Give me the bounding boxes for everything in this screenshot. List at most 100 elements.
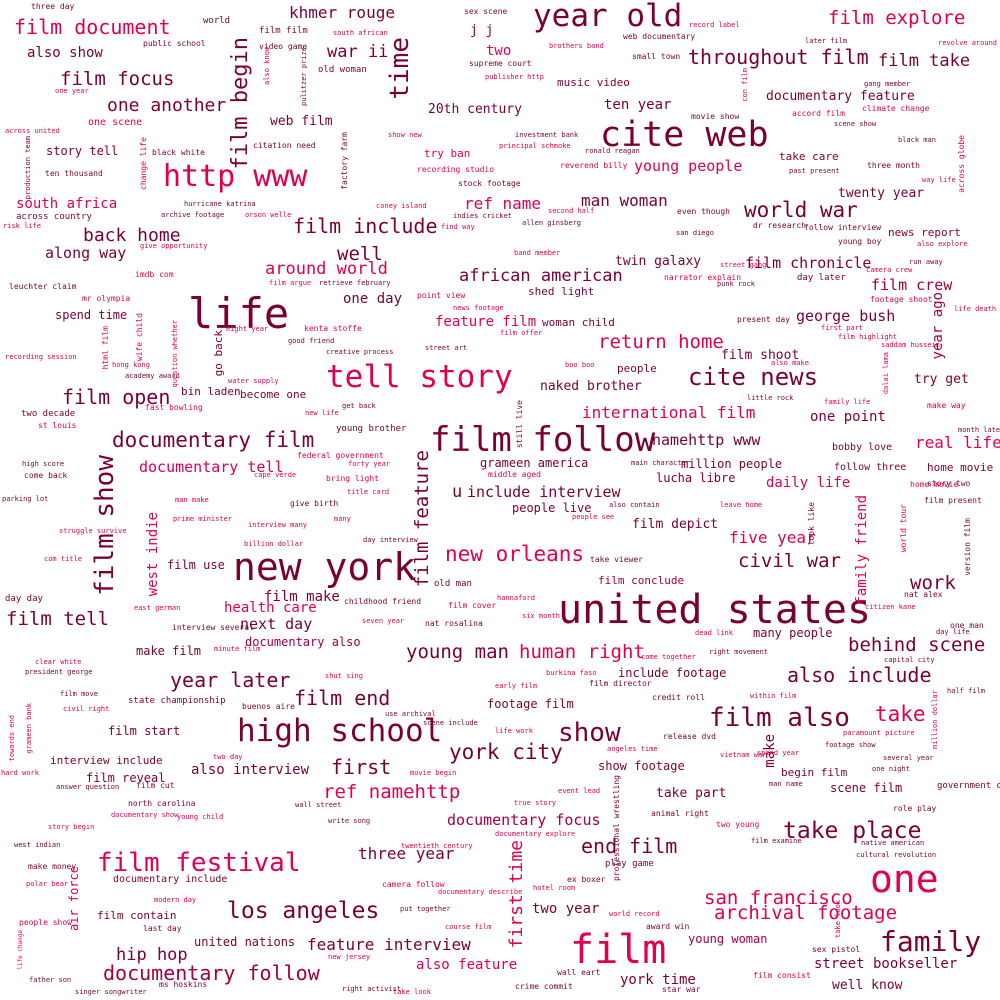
word-try-get: try get xyxy=(914,372,969,387)
small-word: clear white xyxy=(35,658,82,666)
small-word: revolve around xyxy=(938,39,998,47)
small-word: follow three xyxy=(834,462,907,473)
small-word: two decade xyxy=(21,409,76,419)
word-story-tell: story tell xyxy=(46,144,119,158)
word-film-contain: film contain xyxy=(97,909,177,922)
word-street-bookseller: street bookseller xyxy=(814,956,958,972)
small-word: across united xyxy=(5,127,60,135)
word-begin-film: begin film xyxy=(781,766,848,779)
small-word: change life xyxy=(139,137,148,190)
word-work: work xyxy=(910,572,956,594)
word-home-movie: home movie xyxy=(927,461,994,474)
small-word: sex pistol xyxy=(812,945,861,954)
word-take-part: take part xyxy=(656,786,727,801)
word-time: time xyxy=(385,37,415,100)
word-high-school: high school xyxy=(237,713,443,749)
small-word: fast bowling xyxy=(145,403,203,412)
small-word: citation need xyxy=(253,141,316,150)
word-film-take: film take xyxy=(878,51,971,71)
small-word: leave home xyxy=(720,501,763,509)
word-film-focus: film focus xyxy=(60,68,175,90)
small-word: professional wrestling xyxy=(612,775,621,881)
small-word: investment bank xyxy=(515,131,579,139)
small-word: hong kong xyxy=(112,361,150,369)
small-word: childhood friend xyxy=(344,597,422,606)
small-word: documentary describe xyxy=(438,888,523,896)
small-word: main character xyxy=(631,459,691,467)
small-word: dalai lama xyxy=(882,352,890,395)
small-word: reverend billy xyxy=(560,161,628,170)
small-word: old woman xyxy=(318,65,367,75)
word-two-year: two year xyxy=(532,901,600,917)
small-word: show new xyxy=(388,131,422,139)
small-word: man name xyxy=(769,780,803,788)
small-word: six month xyxy=(522,612,560,620)
small-word: wall eart xyxy=(557,968,601,977)
small-word: parking lot xyxy=(2,495,49,503)
small-word: film cut xyxy=(136,781,175,790)
small-word: allen ginsberg xyxy=(522,219,582,227)
small-word: dr research xyxy=(753,221,806,230)
word-film-follow: film follow xyxy=(430,420,656,460)
word-behind-scene: behind scene xyxy=(848,634,986,656)
word-film-begin: film begin xyxy=(228,37,253,170)
word-back-home: back home xyxy=(83,225,181,246)
word-throughout-film: throughout film xyxy=(688,45,869,69)
word-documentary-feature: documentary feature xyxy=(766,89,915,104)
small-word: several year xyxy=(883,754,934,762)
word-three-year: three year xyxy=(358,844,455,863)
small-word: spend year xyxy=(757,749,800,757)
small-word: wife child xyxy=(135,313,144,362)
small-word: citizen kane xyxy=(865,603,916,611)
word-life: life xyxy=(188,289,290,338)
word-war-ii: war ii xyxy=(327,42,389,62)
small-word: bobby love xyxy=(832,442,893,453)
small-word: film move xyxy=(60,690,98,698)
small-word: take viewer xyxy=(590,555,643,564)
word-film-document: film document xyxy=(14,15,171,39)
small-word: point view xyxy=(417,291,466,300)
small-word: film present xyxy=(924,496,982,505)
small-word: hurricane katrina xyxy=(184,200,256,208)
small-word: get back xyxy=(342,402,376,410)
small-word: film consist xyxy=(753,971,811,980)
small-word: small town xyxy=(632,52,681,61)
small-word: ex boxer xyxy=(567,875,606,884)
small-word: federal government xyxy=(297,451,384,460)
small-word: follow interview xyxy=(804,223,882,232)
word-bin-laden: bin laden xyxy=(181,385,241,398)
small-word: band member xyxy=(514,249,561,257)
word-human-right: human right xyxy=(519,641,645,663)
small-word: water supply xyxy=(228,377,279,385)
word-take-care: take care xyxy=(779,150,839,163)
small-word: dead link xyxy=(695,629,733,637)
small-word: documentary explore xyxy=(495,830,576,838)
word-twin-galaxy: twin galaxy xyxy=(615,254,702,269)
word-cite-web: cite web xyxy=(600,115,769,155)
small-word: billion dollar xyxy=(244,540,304,548)
small-word: new life xyxy=(305,409,339,417)
word-http-www: http www xyxy=(163,159,308,194)
small-word: two day xyxy=(213,753,243,761)
small-word: south african xyxy=(333,29,388,37)
word-united-states: united states xyxy=(558,587,872,633)
small-word: put together xyxy=(400,905,451,913)
small-word: cape verde xyxy=(254,471,297,479)
word-khmer-rouge: khmer rouge xyxy=(289,3,395,22)
small-word: father son xyxy=(29,976,72,984)
word-documentary-focus: documentary focus xyxy=(447,811,601,829)
word-try-ban: try ban xyxy=(424,147,471,160)
word-young-people: young people xyxy=(634,157,743,175)
small-word: forty year xyxy=(348,460,391,468)
word-also-show: also show xyxy=(27,45,103,61)
small-word: production team xyxy=(24,136,32,200)
small-word: archive footage xyxy=(161,211,225,219)
word-documentary-follow: documentary follow xyxy=(103,961,320,985)
word-woman-child: woman child xyxy=(542,316,615,329)
small-word: news footage xyxy=(453,304,504,312)
small-word: footage show xyxy=(825,741,876,749)
small-word: world tour xyxy=(899,504,908,553)
word-twenty-year: twenty year xyxy=(838,186,925,201)
small-word: within film xyxy=(750,692,797,700)
small-word: street art xyxy=(425,344,468,352)
